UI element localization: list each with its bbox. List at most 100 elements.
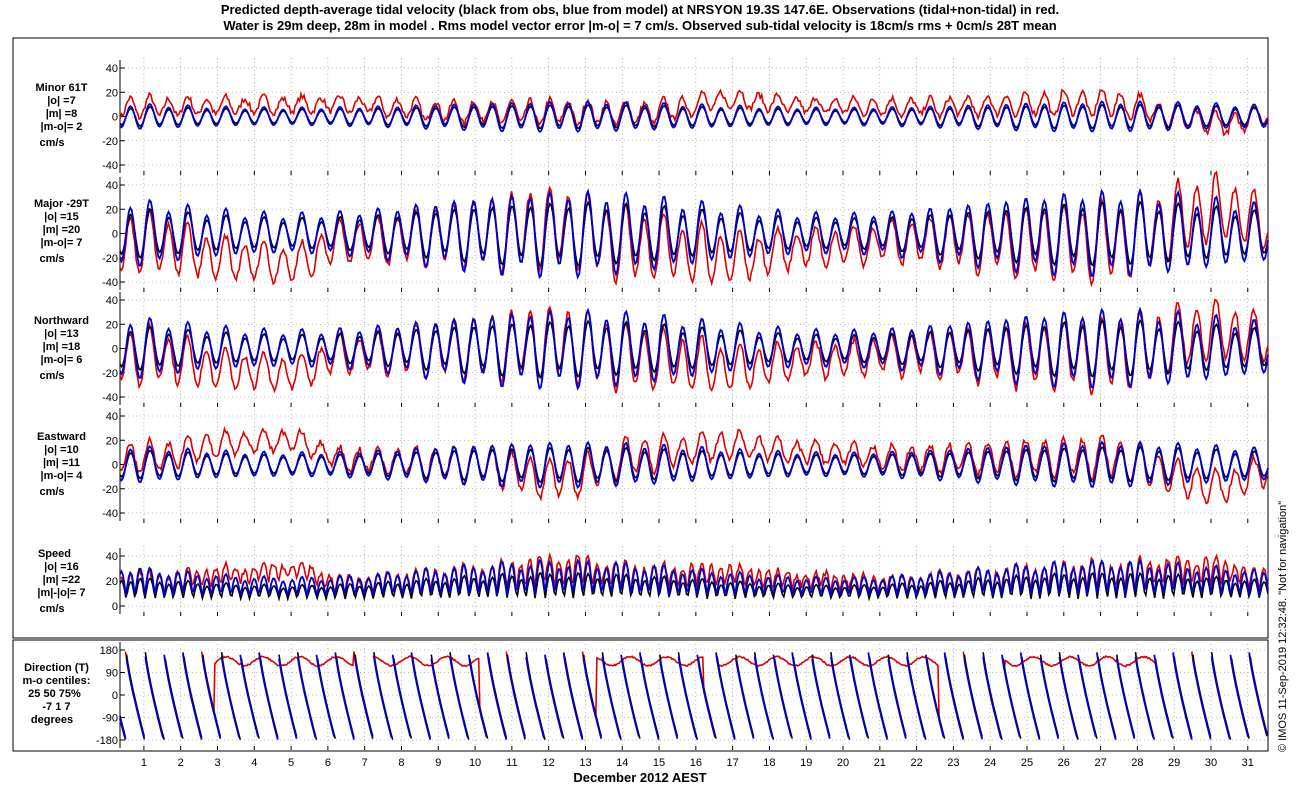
- series-model-line: [119, 440, 1269, 489]
- y-tick-label: 0: [112, 460, 118, 472]
- panel-major-label-line: Major -29T: [34, 198, 89, 210]
- y-tick-label: -40: [102, 392, 118, 404]
- x-tick-label: 11: [506, 757, 517, 769]
- series-model-line: [119, 306, 1269, 391]
- panel-direction-label: Direction (T) m-o centiles: 25 50 75% -7…: [23, 662, 94, 726]
- panel-direction-label-line: Direction (T): [24, 662, 89, 674]
- panel-eastward-label: Eastward |o| =10 |m| =11 |m-o|= 4 cm/s: [37, 431, 89, 498]
- y-tick-label: 0: [112, 690, 118, 702]
- x-tick-label: 1: [141, 757, 147, 769]
- title-line-2: Water is 29m deep, 28m in model . Rms mo…: [223, 18, 1056, 33]
- panel-speed-label-line: |o| =16: [44, 561, 79, 573]
- y-tick-label: -40: [102, 508, 118, 520]
- y-tick-label: 0: [112, 344, 118, 356]
- series-observed-line: [119, 170, 1269, 288]
- panel-major-label-line: |o| =15: [44, 211, 79, 223]
- panel-minor-label-line: |o| =7: [47, 95, 75, 107]
- panel-speed-label-line: |m| =22: [43, 574, 81, 586]
- x-tick-layer: 1 2 3 4 5 6 7 8 9 10 11 12 13 14 15 16 17 18 19 20 21 22 23 24 2…: [141, 757, 1254, 769]
- panel-minor-label-line: |m-o|= 2: [41, 121, 83, 133]
- y-tick-label: 40: [106, 551, 118, 563]
- x-tick-label: 19: [800, 757, 812, 769]
- x-tick-label: 28: [1131, 757, 1143, 769]
- panel-northward-label-line: |o| =13: [44, 328, 79, 340]
- panel-eastward-label-line: Eastward: [37, 431, 86, 443]
- y-tick-label: 0: [112, 112, 118, 124]
- panel-northward-label-line: |m| =18: [43, 341, 81, 353]
- x-tick-label: 26: [1058, 757, 1070, 769]
- title-line-1: Predicted depth-average tidal velocity (…: [221, 2, 1059, 17]
- upper-frame: [12, 37, 1269, 639]
- panel-minor-label: Minor 61T |o| =7 |m| =8 |m-o|= 2 cm/s: [35, 82, 90, 149]
- x-tick-label: 25: [1021, 757, 1033, 769]
- x-tick-label: 16: [690, 757, 702, 769]
- y-tick-label: 90: [106, 668, 118, 680]
- copyright-note: © IMOS 11-Sep-2019 12:32:48. "Not for na…: [1277, 501, 1289, 752]
- panel-major-label: Major -29T |o| =15 |m| =20 |m-o|= 7 cm/s: [34, 198, 92, 265]
- y-tick-label: -20: [102, 484, 118, 496]
- x-tick-label: 10: [469, 757, 481, 769]
- y-tick-label: 20: [106, 204, 118, 216]
- y-tick-label: 40: [106, 180, 118, 192]
- y-tick-label: 20: [106, 87, 118, 99]
- panel-minor-label-line: |m| =8: [46, 108, 78, 120]
- panel-minor-label-line: cm/s: [39, 137, 64, 149]
- panel-minor-label-line: Minor 61T: [35, 82, 87, 94]
- x-tick-label: 5: [288, 757, 294, 769]
- x-tick-label: 14: [616, 757, 628, 769]
- y-tick-label: 0: [112, 229, 118, 241]
- panel-speed-label-line: Speed: [38, 548, 71, 560]
- panel-northward-label: Northward |o| =13 |m| =18 |m-o|= 6 cm/s: [34, 315, 92, 382]
- x-tick-label: 9: [435, 757, 441, 769]
- x-tick-label: 17: [727, 757, 739, 769]
- x-tick-label: 2: [178, 757, 184, 769]
- x-tick-label: 24: [984, 757, 996, 769]
- panel-speed-label-line: |m|-|o|= 7: [37, 587, 85, 599]
- axes-layer: -40 -20 0 20 40 -40 -20 0 20 40 -40 -20 0 20 40 -40 -20 0…: [96, 60, 1249, 750]
- x-tick-label: 20: [837, 757, 849, 769]
- panel-northward-label-line: cm/s: [39, 370, 64, 382]
- x-tick-label: 15: [653, 757, 665, 769]
- x-tick-label: 29: [1168, 757, 1180, 769]
- panel-direction-label-line: -7 1 7: [42, 701, 70, 713]
- y-tick-label: -40: [102, 277, 118, 289]
- x-tick-label: 12: [543, 757, 555, 769]
- x-tick-label: 31: [1242, 757, 1254, 769]
- y-tick-label: -40: [102, 160, 118, 172]
- y-tick-label: 20: [106, 435, 118, 447]
- x-tick-label: 7: [362, 757, 368, 769]
- y-tick-label: 40: [106, 295, 118, 307]
- x-tick-label: 4: [251, 757, 257, 769]
- panel-speed-label-line: cm/s: [39, 603, 64, 615]
- panel-eastward-label-line: |m| =11: [43, 457, 80, 469]
- grid-layer: [120, 58, 1268, 750]
- x-tick-label: 18: [763, 757, 775, 769]
- series-layer: [119, 88, 1269, 740]
- panel-major-label-line: |m-o|= 7: [41, 237, 83, 249]
- panel-direction-label-line: 25 50 75%: [28, 688, 81, 700]
- x-tick-label: 22: [910, 757, 922, 769]
- panel-eastward-label-line: |m-o|= 4: [41, 470, 84, 482]
- series-model-line: [119, 100, 1269, 133]
- panel-northward-label-line: Northward: [34, 315, 89, 327]
- series-model-line: [119, 187, 1269, 280]
- y-tick-label: 40: [106, 63, 118, 75]
- x-tick-label: 23: [947, 757, 959, 769]
- y-tick-label: 0: [112, 601, 118, 613]
- y-tick-label: -90: [102, 713, 118, 725]
- x-tick-label: 21: [874, 757, 886, 769]
- lower-frame: [12, 639, 1269, 752]
- series-observed-line: [119, 88, 1269, 137]
- y-tick-label: -180: [96, 735, 118, 747]
- y-tick-label: -20: [102, 368, 118, 380]
- y-tick-label: -20: [102, 136, 118, 148]
- series-model-line: [119, 652, 1268, 740]
- panel-major-label-line: cm/s: [39, 253, 64, 265]
- panel-speed-label: Speed |o| =16 |m| =22 |m|-|o|= 7 cm/s: [37, 548, 88, 615]
- y-tick-label: 20: [106, 319, 118, 331]
- x-axis-label: December 2012 AEST: [573, 770, 706, 785]
- panel-direction-label-line: degrees: [31, 714, 73, 726]
- x-tick-label: 6: [325, 757, 331, 769]
